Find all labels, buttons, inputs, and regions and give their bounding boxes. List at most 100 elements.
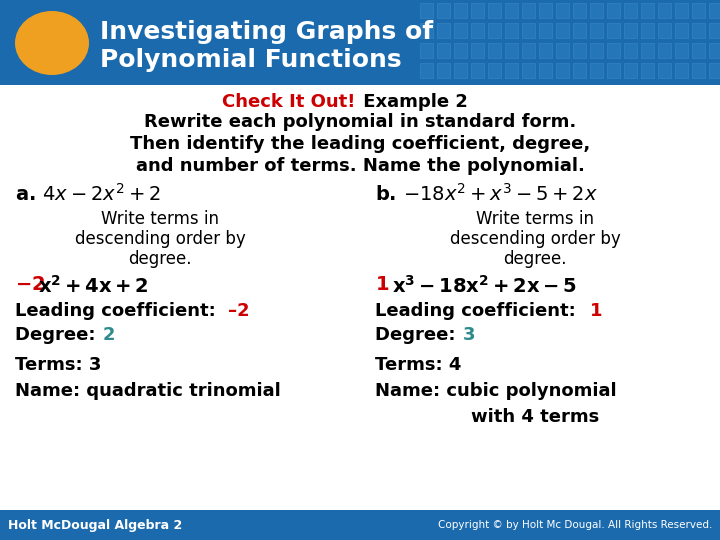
Text: degree.: degree. bbox=[503, 250, 567, 268]
Text: Holt McDougal Algebra 2: Holt McDougal Algebra 2 bbox=[8, 518, 182, 531]
FancyBboxPatch shape bbox=[420, 43, 433, 58]
Text: $\mathbf{-2}$: $\mathbf{-2}$ bbox=[15, 275, 45, 294]
FancyBboxPatch shape bbox=[505, 43, 518, 58]
FancyBboxPatch shape bbox=[420, 63, 433, 78]
FancyBboxPatch shape bbox=[641, 23, 654, 38]
Text: 2: 2 bbox=[103, 326, 115, 344]
Text: a. $4x - 2x^{2} + 2$: a. $4x - 2x^{2} + 2$ bbox=[15, 183, 161, 205]
Text: Name: quadratic trinomial: Name: quadratic trinomial bbox=[15, 382, 281, 400]
FancyBboxPatch shape bbox=[590, 63, 603, 78]
FancyBboxPatch shape bbox=[624, 23, 637, 38]
FancyBboxPatch shape bbox=[505, 3, 518, 18]
FancyBboxPatch shape bbox=[556, 63, 569, 78]
FancyBboxPatch shape bbox=[437, 43, 450, 58]
Text: Example 2: Example 2 bbox=[357, 93, 468, 111]
FancyBboxPatch shape bbox=[624, 63, 637, 78]
FancyBboxPatch shape bbox=[437, 63, 450, 78]
FancyBboxPatch shape bbox=[692, 63, 705, 78]
Text: b. $-18x^{2} + x^{3} - 5 + 2x$: b. $-18x^{2} + x^{3} - 5 + 2x$ bbox=[375, 183, 598, 205]
FancyBboxPatch shape bbox=[573, 63, 586, 78]
Text: degree.: degree. bbox=[128, 250, 192, 268]
FancyBboxPatch shape bbox=[709, 43, 720, 58]
Text: Rewrite each polynomial in standard form.: Rewrite each polynomial in standard form… bbox=[144, 113, 576, 131]
FancyBboxPatch shape bbox=[0, 0, 720, 85]
FancyBboxPatch shape bbox=[692, 43, 705, 58]
Text: Investigating Graphs of: Investigating Graphs of bbox=[100, 20, 433, 44]
FancyBboxPatch shape bbox=[709, 3, 720, 18]
Text: Check It Out!: Check It Out! bbox=[222, 93, 355, 111]
Text: Leading coefficient:: Leading coefficient: bbox=[15, 302, 222, 320]
FancyBboxPatch shape bbox=[471, 63, 484, 78]
Text: 3: 3 bbox=[463, 326, 475, 344]
FancyBboxPatch shape bbox=[539, 43, 552, 58]
FancyBboxPatch shape bbox=[0, 510, 720, 540]
FancyBboxPatch shape bbox=[573, 23, 586, 38]
FancyBboxPatch shape bbox=[522, 3, 535, 18]
FancyBboxPatch shape bbox=[641, 43, 654, 58]
FancyBboxPatch shape bbox=[709, 23, 720, 38]
FancyBboxPatch shape bbox=[692, 23, 705, 38]
FancyBboxPatch shape bbox=[539, 63, 552, 78]
FancyBboxPatch shape bbox=[454, 3, 467, 18]
FancyBboxPatch shape bbox=[607, 23, 620, 38]
FancyBboxPatch shape bbox=[505, 23, 518, 38]
FancyBboxPatch shape bbox=[454, 43, 467, 58]
Text: descending order by: descending order by bbox=[449, 230, 621, 248]
FancyBboxPatch shape bbox=[607, 43, 620, 58]
FancyBboxPatch shape bbox=[573, 3, 586, 18]
FancyBboxPatch shape bbox=[488, 23, 501, 38]
FancyBboxPatch shape bbox=[590, 43, 603, 58]
FancyBboxPatch shape bbox=[590, 23, 603, 38]
Text: Terms: 4: Terms: 4 bbox=[375, 356, 462, 374]
FancyBboxPatch shape bbox=[607, 3, 620, 18]
Text: Leading coefficient:: Leading coefficient: bbox=[375, 302, 582, 320]
FancyBboxPatch shape bbox=[607, 63, 620, 78]
FancyBboxPatch shape bbox=[675, 63, 688, 78]
FancyBboxPatch shape bbox=[539, 23, 552, 38]
FancyBboxPatch shape bbox=[658, 63, 671, 78]
Text: Name: cubic polynomial: Name: cubic polynomial bbox=[375, 382, 616, 400]
FancyBboxPatch shape bbox=[675, 23, 688, 38]
FancyBboxPatch shape bbox=[556, 3, 569, 18]
Text: Polynomial Functions: Polynomial Functions bbox=[100, 48, 402, 72]
FancyBboxPatch shape bbox=[573, 43, 586, 58]
Text: $\mathbf{x^{3} - 18x^{2} + 2x - 5}$: $\mathbf{x^{3} - 18x^{2} + 2x - 5}$ bbox=[392, 275, 577, 297]
FancyBboxPatch shape bbox=[471, 3, 484, 18]
FancyBboxPatch shape bbox=[505, 63, 518, 78]
FancyBboxPatch shape bbox=[624, 3, 637, 18]
Text: $\mathbf{1}$: $\mathbf{1}$ bbox=[375, 275, 390, 294]
FancyBboxPatch shape bbox=[522, 23, 535, 38]
Ellipse shape bbox=[15, 11, 89, 75]
FancyBboxPatch shape bbox=[675, 3, 688, 18]
FancyBboxPatch shape bbox=[437, 23, 450, 38]
FancyBboxPatch shape bbox=[641, 3, 654, 18]
Text: with 4 terms: with 4 terms bbox=[471, 408, 599, 426]
FancyBboxPatch shape bbox=[471, 23, 484, 38]
FancyBboxPatch shape bbox=[420, 3, 433, 18]
FancyBboxPatch shape bbox=[658, 3, 671, 18]
FancyBboxPatch shape bbox=[539, 3, 552, 18]
FancyBboxPatch shape bbox=[624, 43, 637, 58]
Text: Write terms in: Write terms in bbox=[476, 210, 594, 228]
FancyBboxPatch shape bbox=[692, 3, 705, 18]
FancyBboxPatch shape bbox=[454, 23, 467, 38]
FancyBboxPatch shape bbox=[590, 3, 603, 18]
FancyBboxPatch shape bbox=[0, 85, 720, 510]
FancyBboxPatch shape bbox=[522, 43, 535, 58]
FancyBboxPatch shape bbox=[488, 63, 501, 78]
FancyBboxPatch shape bbox=[488, 43, 501, 58]
Text: Write terms in: Write terms in bbox=[101, 210, 219, 228]
FancyBboxPatch shape bbox=[556, 43, 569, 58]
FancyBboxPatch shape bbox=[658, 23, 671, 38]
Text: 1: 1 bbox=[590, 302, 603, 320]
FancyBboxPatch shape bbox=[675, 43, 688, 58]
FancyBboxPatch shape bbox=[709, 63, 720, 78]
Text: Degree:: Degree: bbox=[15, 326, 102, 344]
Text: descending order by: descending order by bbox=[75, 230, 246, 248]
FancyBboxPatch shape bbox=[471, 43, 484, 58]
FancyBboxPatch shape bbox=[522, 63, 535, 78]
FancyBboxPatch shape bbox=[641, 63, 654, 78]
Text: $\mathbf{x^{2} + 4x + 2}$: $\mathbf{x^{2} + 4x + 2}$ bbox=[38, 275, 149, 297]
Text: and number of terms. Name the polynomial.: and number of terms. Name the polynomial… bbox=[135, 157, 585, 175]
Text: Degree:: Degree: bbox=[375, 326, 462, 344]
